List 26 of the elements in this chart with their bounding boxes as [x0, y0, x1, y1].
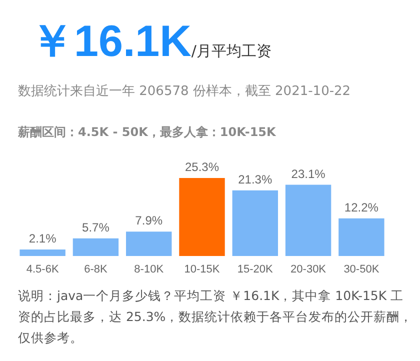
text: 数据统计来自近一年 206578 份样本，截至 2021-10-22	[18, 83, 351, 100]
data-label: 2.1%	[28, 232, 57, 246]
bar	[20, 250, 66, 256]
x-tick-label: 15-20K	[237, 264, 274, 276]
bar	[72, 238, 119, 256]
data-label: 21.3%	[238, 172, 272, 186]
data-label: 7.9%	[135, 214, 163, 228]
x-tick-label: 20-30K	[290, 264, 327, 276]
bar	[126, 232, 172, 256]
x-tick-label: 30-50K	[344, 264, 380, 276]
x-tick-label: 6-8K	[84, 264, 108, 276]
bar	[285, 184, 332, 256]
chart-title: ￥16.1K	[30, 17, 192, 66]
data-label: 12.2%	[344, 200, 379, 214]
x-tick-label: 8-10K	[134, 264, 164, 276]
text: 薪酬区间：4.5K - 50K，最多人拿：10K-15K	[18, 124, 276, 141]
data-label: 5.7%	[82, 220, 110, 234]
bar	[232, 190, 278, 256]
text: 说明：java一个月多少钱？平均工资 ￥16.1K，其中拿 10K-15K 工资的占比最多，达 25.3%，数据统计依赖于各平台发布的公开薪酬，仅供参考。	[18, 287, 413, 347]
bar	[338, 218, 384, 256]
x-tick-label: 4.5-6K	[26, 264, 60, 276]
chart-subtitle: /月平均工资	[191, 42, 272, 60]
x-tick-label: 10-15K	[184, 264, 220, 276]
data-label: 25.3%	[184, 160, 220, 174]
bar	[179, 178, 225, 256]
data-label: 23.1%	[291, 166, 326, 181]
